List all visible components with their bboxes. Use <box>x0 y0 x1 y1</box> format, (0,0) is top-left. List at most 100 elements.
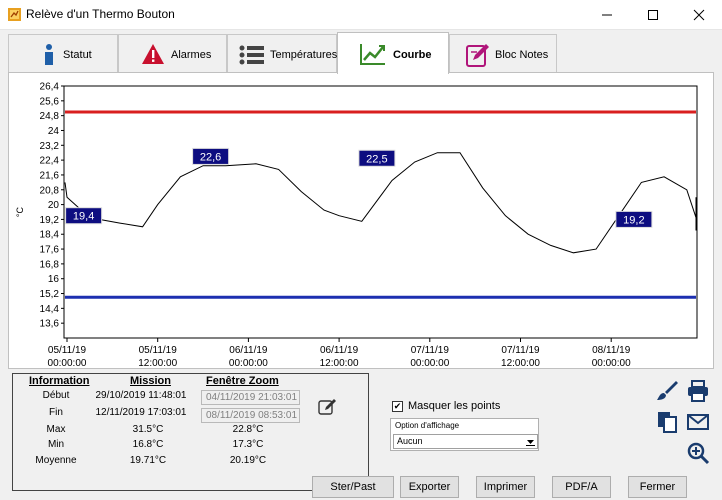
copy-icon[interactable] <box>655 410 679 434</box>
warning-icon <box>142 44 164 64</box>
close-button[interactable]: Fermer <box>628 476 687 498</box>
temperature-series-line <box>64 152 697 254</box>
y-tick-label: 25,6 <box>40 96 60 107</box>
info-label-debut: Début <box>42 390 70 401</box>
y-tick-label: 19,2 <box>40 215 60 226</box>
mission-end: 12/11/2019 17:03:01 <box>95 407 187 418</box>
maximize-button[interactable] <box>630 0 676 30</box>
y-tick-label: 16 <box>48 274 60 285</box>
value-label-box <box>358 149 396 167</box>
value-label: 22,5 <box>366 153 387 165</box>
chevron-down-icon <box>526 440 535 446</box>
y-tick-label: 20 <box>48 200 60 211</box>
x-tick-time: 12:00:00 <box>320 358 359 368</box>
info-header-information: Information <box>29 375 90 387</box>
y-tick-label: 24 <box>48 126 60 137</box>
info-panel: Information Mission Fenêtre Zoom Début 2… <box>12 373 369 491</box>
mission-start: 29/10/2019 11:48:01 <box>95 390 187 401</box>
value-label: 19,2 <box>623 214 644 226</box>
hide-points-checkbox[interactable]: ✔ <box>392 401 403 412</box>
maximize-icon <box>648 10 658 20</box>
x-tick-date: 05/11/19 <box>48 345 87 356</box>
y-tick-label: 15,2 <box>40 289 60 300</box>
display-option-group: Option d'affichage Aucun <box>390 418 539 451</box>
tab-alarmes[interactable]: Alarmes <box>118 34 227 73</box>
close-icon <box>693 9 705 21</box>
copy-paste-button[interactable]: Ster/Past <box>312 476 394 498</box>
hide-points-label: Masquer les points <box>408 400 501 412</box>
x-tick-time: 00:00:00 <box>229 358 268 368</box>
plot-area <box>63 85 698 339</box>
tab-label: Courbe <box>393 49 432 61</box>
close-window-button[interactable] <box>676 0 722 30</box>
y-tick-label: 18,4 <box>40 230 60 241</box>
printer-icon[interactable] <box>686 379 710 403</box>
x-tick-time: 00:00:00 <box>48 358 87 368</box>
minimize-button[interactable] <box>584 0 630 30</box>
value-label: 22,6 <box>200 151 221 163</box>
info-icon <box>45 44 53 65</box>
y-tick-label: 16,8 <box>40 259 60 270</box>
y-tick-label: 14,4 <box>40 304 60 315</box>
chart-icon <box>360 44 385 65</box>
x-tick-time: 00:00:00 <box>410 358 449 368</box>
x-tick-time: 12:00:00 <box>138 358 177 368</box>
y-tick-label: 20,8 <box>40 185 60 196</box>
zoom-in-icon[interactable] <box>686 441 710 465</box>
window-title: Relève d'un Thermo Bouton <box>26 7 175 21</box>
edit-icon[interactable] <box>318 398 338 416</box>
value-label: 19,4 <box>73 211 94 223</box>
zoom-min: 17.3°C <box>232 439 264 450</box>
tab-temperatures[interactable]: Températures <box>227 34 337 73</box>
mission-max: 31.5°C <box>132 424 164 435</box>
zoom-end-field: 08/11/2019 08:53:01 <box>201 408 300 423</box>
info-label-max: Max <box>46 424 66 435</box>
y-tick-label: 13,6 <box>40 319 60 330</box>
y-tick-label: 26,4 <box>40 82 60 93</box>
x-tick-date: 05/11/19 <box>139 345 178 356</box>
display-option-value: Aucun <box>397 436 423 446</box>
app-icon <box>8 8 21 21</box>
mail-icon[interactable] <box>686 410 710 434</box>
pdfa-button[interactable]: PDF/A <box>552 476 611 498</box>
tab-bloc-notes[interactable]: Bloc Notes <box>449 34 557 73</box>
info-header-zoom: Fenêtre Zoom <box>206 375 279 387</box>
tab-label: Statut <box>63 49 92 61</box>
info-label-min: Min <box>47 439 65 450</box>
zoom-average: 20.19°C <box>229 455 267 466</box>
print-button[interactable]: Imprimer <box>476 476 535 498</box>
temperature-chart[interactable]: °C 26,4 25,6 24,8 24 23,2 22,4 21,6 20,8 20 19,2 18… <box>9 73 713 368</box>
info-label-fin: Fin <box>49 407 63 418</box>
y-tick-label: 23,2 <box>40 141 60 152</box>
tab-label: Bloc Notes <box>495 49 549 61</box>
x-tick-date: 08/11/19 <box>592 345 631 356</box>
zoom-start-field: 04/11/2019 21:03:01 <box>201 390 300 405</box>
tab-statut[interactable]: Statut <box>8 34 118 73</box>
notepad-icon <box>466 44 489 67</box>
mission-min: 16.8°C <box>132 439 164 450</box>
minimize-icon <box>602 14 612 16</box>
tab-label: Températures <box>270 49 338 61</box>
export-button[interactable]: Exporter <box>400 476 459 498</box>
y-tick-label: 24,8 <box>40 111 60 122</box>
zoom-max: 22.8°C <box>232 424 264 435</box>
info-header-mission: Mission <box>130 375 171 387</box>
y-tick-label: 22,4 <box>40 156 60 167</box>
x-tick-date: 07/11/19 <box>501 345 540 356</box>
x-tick-date: 06/11/19 <box>320 345 359 356</box>
value-label-box <box>65 207 103 225</box>
list-icon <box>239 45 264 65</box>
mission-average: 19.71°C <box>129 455 167 466</box>
brush-icon[interactable] <box>655 379 679 403</box>
x-tick-date: 07/11/19 <box>411 345 450 356</box>
x-tick-date: 06/11/19 <box>229 345 268 356</box>
y-tick-label: 21,6 <box>40 170 60 181</box>
x-tick-time: 12:00:00 <box>501 358 540 368</box>
value-label-box <box>192 147 230 165</box>
tab-courbe[interactable]: Courbe <box>337 32 449 74</box>
info-label-moyenne: Moyenne <box>35 455 77 466</box>
y-tick-label: 17,6 <box>40 245 60 256</box>
x-tick-time: 00:00:00 <box>592 358 631 368</box>
display-option-select[interactable]: Aucun <box>393 434 538 449</box>
value-label-box <box>615 210 653 228</box>
